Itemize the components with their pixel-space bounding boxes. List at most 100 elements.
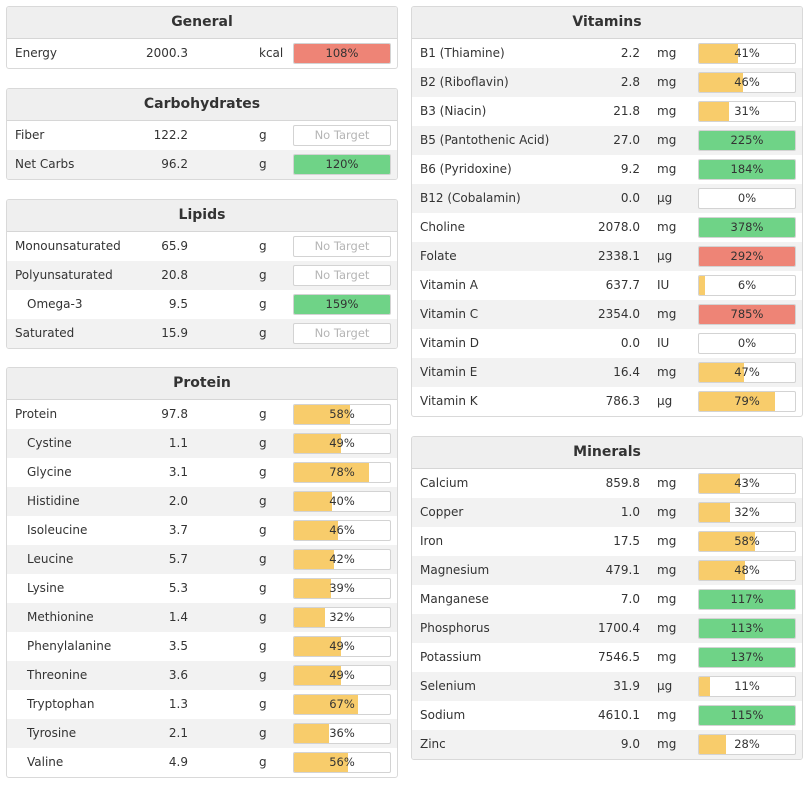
nutrient-row-leucine[interactable]: Leucine 5.7 g 42% [7, 545, 397, 574]
target-progress-bar: 28% [698, 734, 796, 755]
target-progress-bar: 6% [698, 275, 796, 296]
nutrient-amount: 2354.0 [598, 307, 640, 321]
target-progress-fill [294, 405, 350, 424]
nutrient-row-valine[interactable]: Valine 4.9 g 56% [7, 748, 397, 777]
nutrient-row-b1-thiamine[interactable]: B1 (Thiamine) 2.2 mg 41% [412, 39, 802, 68]
nutrient-name: B12 (Cobalamin) [420, 191, 521, 205]
nutrient-unit: mg [657, 75, 677, 89]
nutrient-row-vitamin-c[interactable]: Vitamin C 2354.0 mg 785% [412, 300, 802, 329]
nutrient-name: Manganese [420, 592, 489, 606]
nutrient-row-net-carbs[interactable]: Net Carbs 96.2 g 120% [7, 150, 397, 179]
nutrient-row-methionine[interactable]: Methionine 1.4 g 32% [7, 603, 397, 632]
nutrient-name: Phosphorus [420, 621, 490, 635]
target-percent-label: 48% [734, 563, 760, 577]
nutrient-row-sodium[interactable]: Sodium 4610.1 mg 115% [412, 701, 802, 730]
target-percent-label: 115% [730, 708, 764, 722]
nutrient-row-energy[interactable]: Energy 2000.3 kcal 108% [7, 39, 397, 68]
nutrient-amount: 5.3 [168, 581, 188, 595]
target-progress-fill [699, 73, 744, 92]
nutrient-row-tyrosine[interactable]: Tyrosine 2.1 g 36% [7, 719, 397, 748]
nutrient-row-lysine[interactable]: Lysine 5.3 g 39% [7, 574, 397, 603]
target-progress-bar: No Target [293, 125, 391, 146]
nutrient-amount: 122.2 [153, 128, 188, 142]
nutrient-row-omega-3[interactable]: Omega-3 9.5 g 159% [7, 290, 397, 319]
nutrient-row-saturated[interactable]: Saturated 15.9 g No Target [7, 319, 397, 348]
target-progress-fill [699, 474, 741, 493]
nutrient-row-histidine[interactable]: Histidine 2.0 g 40% [7, 487, 397, 516]
target-progress-fill [699, 648, 795, 667]
target-percent-label: 184% [730, 162, 764, 176]
nutrient-amount: 2.0 [168, 494, 188, 508]
nutrient-row-protein[interactable]: Protein 97.8 g 58% [7, 400, 397, 429]
nutrient-row-tryptophan[interactable]: Tryptophan 1.3 g 67% [7, 690, 397, 719]
nutrient-amount: 1.3 [168, 697, 188, 711]
nutrient-unit: g [259, 436, 267, 450]
nutrient-row-folate[interactable]: Folate 2338.1 µg 292% [412, 242, 802, 271]
nutrient-row-copper[interactable]: Copper 1.0 mg 32% [412, 498, 802, 527]
target-percent-label: 46% [734, 75, 760, 89]
vitamins-panel: Vitamins B1 (Thiamine) 2.2 mg 41% B2 (Ribofla… [411, 6, 803, 417]
nutrient-row-isoleucine[interactable]: Isoleucine 3.7 g 46% [7, 516, 397, 545]
nutrient-unit: IU [657, 336, 670, 350]
target-percent-label: 36% [329, 726, 355, 740]
target-progress-bar: 0% [698, 333, 796, 354]
nutrient-name: B5 (Pantothenic Acid) [420, 133, 550, 147]
nutrient-amount: 4.9 [168, 755, 188, 769]
nutrient-row-b3-niacin[interactable]: B3 (Niacin) 21.8 mg 31% [412, 97, 802, 126]
nutrient-unit: g [259, 552, 267, 566]
nutrient-row-manganese[interactable]: Manganese 7.0 mg 117% [412, 585, 802, 614]
nutrient-unit: g [259, 407, 267, 421]
nutrient-row-monounsaturated[interactable]: Monounsaturated 65.9 g No Target [7, 232, 397, 261]
nutrient-row-b12-cobalamin[interactable]: B12 (Cobalamin) 0.0 µg 0% [412, 184, 802, 213]
nutrient-row-phenylalanine[interactable]: Phenylalanine 3.5 g 49% [7, 632, 397, 661]
target-progress-bar: 46% [293, 520, 391, 541]
target-percent-label: 58% [734, 534, 760, 548]
target-progress-bar: 40% [293, 491, 391, 512]
nutrient-name: Vitamin E [420, 365, 478, 379]
target-progress-fill [294, 724, 329, 743]
nutrient-unit: µg [657, 191, 673, 205]
nutrient-amount: 0.0 [620, 191, 640, 205]
nutrient-unit: g [259, 465, 267, 479]
nutrient-unit: g [259, 610, 267, 624]
target-progress-bar: 113% [698, 618, 796, 639]
target-percent-label: 11% [734, 679, 760, 693]
nutrient-row-potassium[interactable]: Potassium 7546.5 mg 137% [412, 643, 802, 672]
nutrient-row-phosphorus[interactable]: Phosphorus 1700.4 mg 113% [412, 614, 802, 643]
carbohydrates-panel: Carbohydrates Fiber 122.2 g No Target Net Car… [6, 88, 398, 180]
nutrient-row-iron[interactable]: Iron 17.5 mg 58% [412, 527, 802, 556]
target-progress-fill [699, 305, 795, 324]
nutrient-row-b2-riboflavin[interactable]: B2 (Riboflavin) 2.8 mg 46% [412, 68, 802, 97]
target-progress-fill [699, 44, 739, 63]
target-percent-label: 58% [329, 407, 355, 421]
target-progress-bar: 108% [293, 43, 391, 64]
nutrient-amount: 15.9 [161, 326, 188, 340]
nutrient-row-vitamin-k[interactable]: Vitamin K 786.3 µg 79% [412, 387, 802, 416]
nutrient-row-zinc[interactable]: Zinc 9.0 mg 28% [412, 730, 802, 759]
target-percent-label: 32% [734, 505, 760, 519]
nutrient-row-threonine[interactable]: Threonine 3.6 g 49% [7, 661, 397, 690]
nutrient-row-cystine[interactable]: Cystine 1.1 g 49% [7, 429, 397, 458]
nutrient-row-vitamin-a[interactable]: Vitamin A 637.7 IU 6% [412, 271, 802, 300]
nutrient-name: Isoleucine [27, 523, 88, 537]
nutrient-name: Polyunsaturated [15, 268, 113, 282]
nutrient-row-vitamin-d[interactable]: Vitamin D 0.0 IU 0% [412, 329, 802, 358]
nutrient-row-calcium[interactable]: Calcium 859.8 mg 43% [412, 469, 802, 498]
nutrient-row-choline[interactable]: Choline 2078.0 mg 378% [412, 213, 802, 242]
nutrient-row-selenium[interactable]: Selenium 31.9 µg 11% [412, 672, 802, 701]
nutrient-row-vitamin-e[interactable]: Vitamin E 16.4 mg 47% [412, 358, 802, 387]
nutrient-row-b5-pantothenic-acid[interactable]: B5 (Pantothenic Acid) 27.0 mg 225% [412, 126, 802, 155]
nutrient-unit: mg [657, 307, 677, 321]
target-progress-bar: 120% [293, 154, 391, 175]
nutrient-row-b6-pyridoxine[interactable]: B6 (Pyridoxine) 9.2 mg 184% [412, 155, 802, 184]
nutrient-row-polyunsaturated[interactable]: Polyunsaturated 20.8 g No Target [7, 261, 397, 290]
nutrient-row-fiber[interactable]: Fiber 122.2 g No Target [7, 121, 397, 150]
nutrient-row-magnesium[interactable]: Magnesium 479.1 mg 48% [412, 556, 802, 585]
nutrient-amount: 9.0 [620, 737, 640, 751]
vitamins-panel-title: Vitamins [412, 7, 802, 39]
target-progress-fill [294, 434, 342, 453]
nutrient-row-glycine[interactable]: Glycine 3.1 g 78% [7, 458, 397, 487]
target-percent-label: 46% [329, 523, 355, 537]
target-progress-bar: 292% [698, 246, 796, 267]
target-progress-bar: 785% [698, 304, 796, 325]
